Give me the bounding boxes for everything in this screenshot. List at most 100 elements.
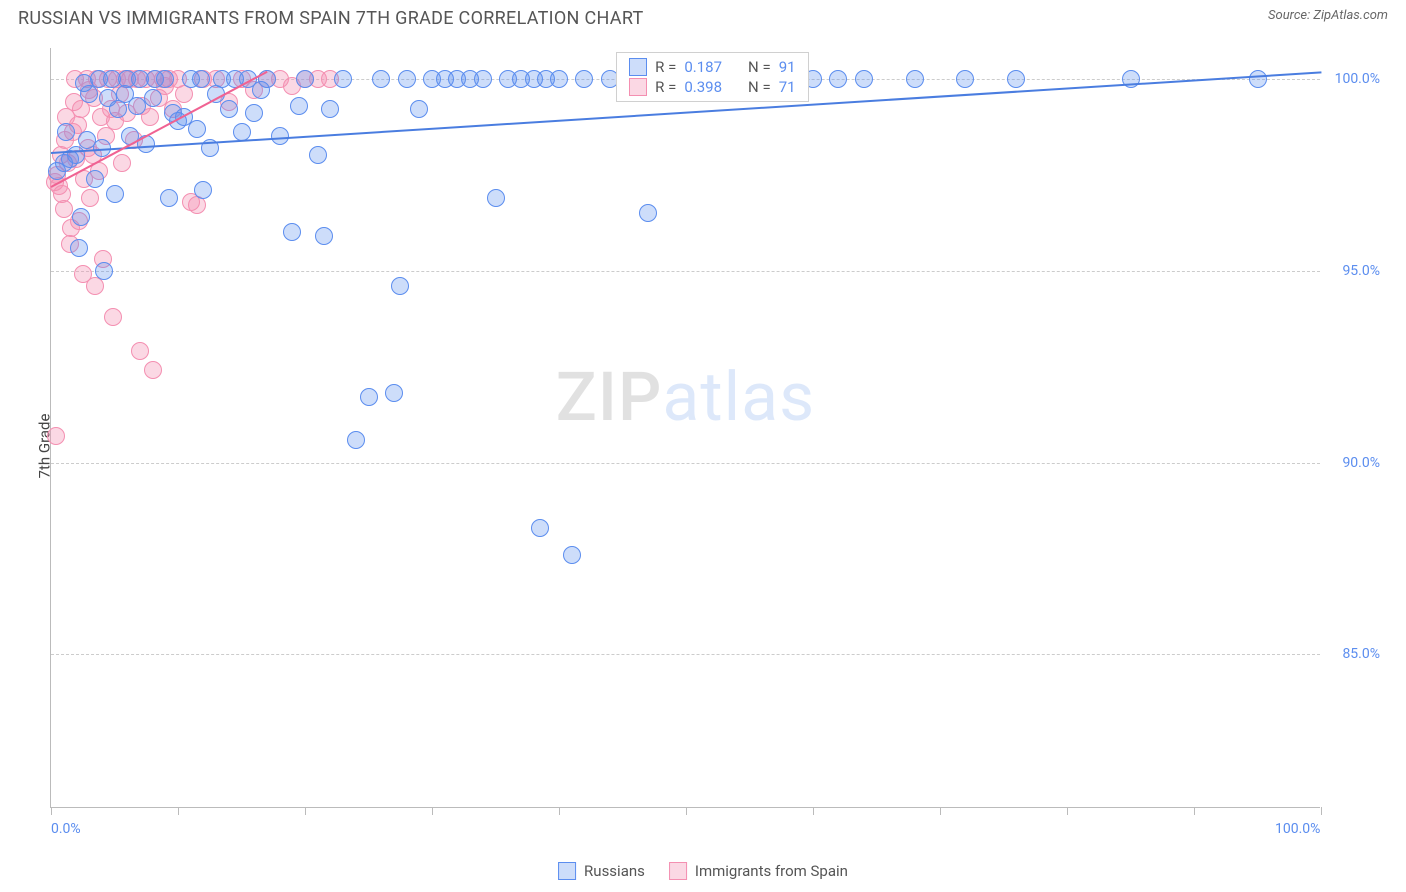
scatter-point-russians — [550, 70, 568, 88]
legend-swatch-russians — [558, 862, 576, 880]
scatter-point-immigrants — [86, 277, 104, 295]
scatter-point-russians — [334, 70, 352, 88]
x-tick — [940, 807, 941, 815]
x-tick — [1067, 807, 1068, 815]
scatter-point-russians — [192, 70, 210, 88]
scatter-point-russians — [639, 204, 657, 222]
n-value: 91 — [779, 58, 796, 76]
stats-swatch-immigrants — [629, 78, 647, 96]
scatter-point-russians — [321, 100, 339, 118]
x-tick — [178, 807, 179, 815]
scatter-point-immigrants — [144, 361, 162, 379]
scatter-point-russians — [220, 100, 238, 118]
scatter-point-russians — [385, 384, 403, 402]
scatter-point-russians — [391, 277, 409, 295]
scatter-point-russians — [296, 70, 314, 88]
r-value: 0.398 — [684, 78, 722, 96]
bottom-legend: Russians Immigrants from Spain — [558, 862, 848, 880]
scatter-point-russians — [106, 185, 124, 203]
scatter-point-russians — [347, 431, 365, 449]
scatter-point-russians — [1007, 70, 1025, 88]
scatter-point-russians — [474, 70, 492, 88]
scatter-point-immigrants — [188, 196, 206, 214]
scatter-point-russians — [95, 262, 113, 280]
scatter-point-russians — [487, 189, 505, 207]
r-label: R = — [655, 78, 676, 96]
legend-swatch-immigrants — [669, 862, 687, 880]
scatter-point-russians — [309, 146, 327, 164]
watermark: ZIPatlas — [556, 357, 816, 437]
scatter-point-russians — [290, 97, 308, 115]
y-tick-label: 85.0% — [1342, 646, 1380, 662]
stats-swatch-russians — [629, 58, 647, 76]
legend-item-russians: Russians — [558, 862, 645, 880]
watermark-part1: ZIP — [556, 357, 663, 437]
x-tick — [686, 807, 687, 815]
x-tick — [305, 807, 306, 815]
scatter-point-russians — [575, 70, 593, 88]
x-tick — [1194, 807, 1195, 815]
scatter-point-russians — [283, 223, 301, 241]
n-label: N = — [748, 78, 771, 96]
scatter-point-russians — [360, 388, 378, 406]
plot-area: ZIPatlas 85.0%90.0%95.0%100.0%0.0%100.0%… — [50, 48, 1320, 808]
scatter-point-russians — [70, 239, 88, 257]
scatter-point-immigrants — [104, 308, 122, 326]
scatter-point-russians — [855, 70, 873, 88]
y-tick-label: 95.0% — [1342, 263, 1380, 279]
x-tick — [559, 807, 560, 815]
scatter-point-immigrants — [81, 189, 99, 207]
x-tick — [813, 807, 814, 815]
chart-title: RUSSIAN VS IMMIGRANTS FROM SPAIN 7TH GRA… — [18, 8, 644, 29]
legend-item-immigrants: Immigrants from Spain — [669, 862, 848, 880]
scatter-point-russians — [315, 227, 333, 245]
scatter-point-russians — [906, 70, 924, 88]
y-tick-label: 100.0% — [1335, 71, 1380, 87]
plot-container: ZIPatlas 85.0%90.0%95.0%100.0%0.0%100.0%… — [50, 48, 1320, 808]
n-value: 71 — [779, 78, 796, 96]
scatter-point-russians — [109, 100, 127, 118]
gridline — [51, 463, 1320, 464]
scatter-point-russians — [160, 189, 178, 207]
x-tick-label: 0.0% — [51, 821, 81, 837]
legend-label-russians: Russians — [584, 862, 645, 880]
scatter-point-russians — [156, 70, 174, 88]
scatter-point-immigrants — [47, 427, 65, 445]
gridline — [51, 271, 1320, 272]
scatter-point-russians — [188, 120, 206, 138]
scatter-point-russians — [144, 89, 162, 107]
scatter-point-russians — [410, 100, 428, 118]
x-tick-label: 100.0% — [1275, 821, 1320, 837]
r-label: R = — [655, 58, 676, 76]
scatter-point-immigrants — [175, 85, 193, 103]
scatter-point-russians — [80, 85, 98, 103]
watermark-part2: atlas — [662, 357, 815, 437]
x-tick — [1321, 807, 1322, 815]
scatter-point-russians — [194, 181, 212, 199]
scatter-point-russians — [829, 70, 847, 88]
scatter-point-russians — [398, 70, 416, 88]
x-tick — [432, 807, 433, 815]
x-tick — [51, 807, 52, 815]
scatter-point-immigrants — [131, 342, 149, 360]
scatter-point-russians — [956, 70, 974, 88]
scatter-point-immigrants — [55, 200, 73, 218]
scatter-point-russians — [1249, 70, 1267, 88]
stats-legend: R = 0.187 N = 91 R = 0.398 N = 71 — [616, 52, 808, 102]
scatter-point-russians — [372, 70, 390, 88]
scatter-point-russians — [531, 519, 549, 537]
gridline — [51, 654, 1320, 655]
scatter-point-russians — [563, 546, 581, 564]
legend-label-immigrants: Immigrants from Spain — [695, 862, 848, 880]
scatter-point-russians — [86, 170, 104, 188]
r-value: 0.187 — [684, 58, 722, 76]
n-label: N = — [748, 58, 771, 76]
scatter-point-russians — [245, 104, 263, 122]
stats-row-immigrants: R = 0.398 N = 71 — [629, 78, 795, 96]
scatter-point-russians — [72, 208, 90, 226]
scatter-point-immigrants — [113, 154, 131, 172]
stats-row-russians: R = 0.187 N = 91 — [629, 58, 795, 76]
source-label: Source: ZipAtlas.com — [1268, 8, 1388, 23]
y-tick-label: 90.0% — [1342, 455, 1380, 471]
scatter-point-russians — [57, 123, 75, 141]
